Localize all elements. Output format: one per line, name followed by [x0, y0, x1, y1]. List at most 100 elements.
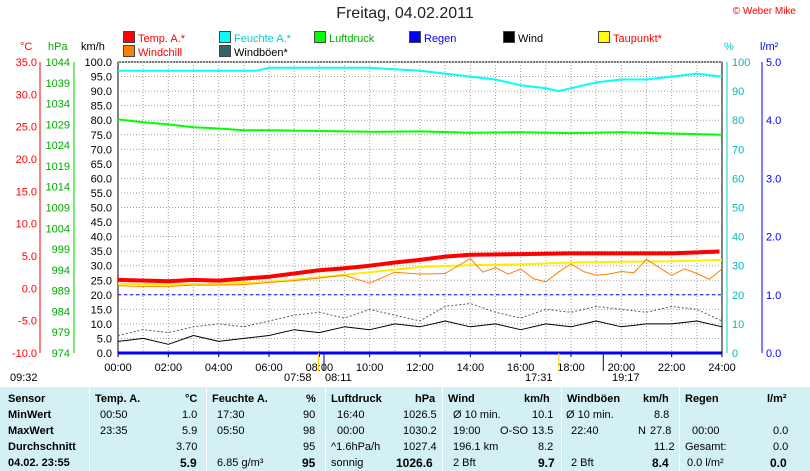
stats-cell: O-SO — [500, 425, 529, 437]
wind-tick-label: 80.0 — [91, 115, 112, 127]
wind-tick-label: 50.0 — [91, 203, 112, 215]
humidity-tick-label: 20 — [732, 290, 744, 302]
series-line-temp-a — [117, 249, 720, 284]
humidity-tick-label: 90 — [732, 86, 744, 98]
humidity-unit-label: % — [724, 41, 734, 53]
stats-cell: 0.0 l/m² — [687, 457, 724, 469]
pressure-tick-label: 1044 — [46, 57, 70, 69]
x-tick-label: 24:00 — [708, 362, 736, 374]
temp-tick-label: 0.0 — [22, 283, 37, 295]
rain-tick-label: 4.0 — [766, 115, 781, 127]
stats-header-rain-unit: l/m² — [767, 393, 787, 405]
stats-header-temp: Temp. A. — [95, 393, 141, 405]
pressure-tick-label: 1004 — [46, 223, 70, 235]
legend-humidity-label: Feuchte A.* — [234, 33, 291, 45]
stats-cell: 1027.4 — [403, 441, 437, 453]
stats-cell: 0.0 — [773, 441, 789, 453]
temp-tick-label: -5.0 — [18, 316, 37, 328]
moonrise-time: 08:11 — [325, 372, 352, 384]
temp-tick-label: 10.0 — [16, 219, 37, 231]
wind-tick-label: 75.0 — [91, 130, 112, 142]
x-tick-label: 14:00 — [457, 362, 485, 374]
stats-cell: 2 Bft — [571, 457, 594, 469]
sunset-time: 17:31 — [525, 372, 553, 384]
legend-rain-label: Regen — [424, 33, 457, 45]
stats-cell: ^1.6hPa/h — [331, 441, 381, 453]
stats-header-hum: Feuchte A. — [212, 393, 268, 405]
rain-tick-label: 1.0 — [766, 290, 781, 302]
wind-tick-label: 100.0 — [84, 57, 112, 69]
legend-humidity: Feuchte A.* — [219, 31, 291, 45]
stats-cell: 8.4 — [652, 456, 669, 470]
x-tick-label: 08:00 — [306, 362, 334, 374]
wind-tick-label: 25.0 — [91, 275, 112, 287]
x-tick-label: 18:00 — [557, 362, 585, 374]
legend-pressure-label: Luftdruck — [329, 33, 375, 45]
stats-divider — [325, 387, 326, 471]
credit-label: © Weber Mike — [732, 6, 796, 17]
stats-cell: sonnig — [331, 457, 364, 469]
stats-cell: 05:50 — [217, 425, 245, 437]
legend-temp: Temp. A.* — [123, 31, 185, 45]
legend-dewpoint: Taupunkt* — [598, 31, 662, 45]
legend-wind-label: Wind — [518, 33, 544, 45]
stats-cell: Ø 10 min. — [566, 409, 614, 421]
stats-cell: 00:00 — [337, 425, 365, 437]
stats-cell: 1030.2 — [403, 425, 437, 437]
stats-header-temp-unit: °C — [185, 393, 198, 405]
x-tick-label: 04:00 — [205, 362, 233, 374]
stats-header-wind: Wind — [448, 393, 475, 405]
stats-row-label: Durchschnitt — [8, 441, 76, 453]
wind-tick-label: 10.0 — [91, 319, 112, 331]
stats-cell: 9.7 — [538, 456, 555, 470]
stats-cell: 13.5 — [532, 425, 554, 437]
wind-tick-label: 45.0 — [91, 217, 112, 229]
series-line-windb-en — [117, 303, 723, 336]
stats-header-press: Luftdruck — [331, 393, 382, 405]
pressure-tick-label: 1024 — [46, 140, 70, 152]
rain-unit-label: l/m² — [760, 41, 779, 53]
humidity-tick-label: 80 — [732, 115, 744, 127]
x-tick-label: 02:00 — [155, 362, 183, 374]
stats-cell: 00:50 — [100, 409, 128, 421]
series-line-luftdruck — [117, 118, 723, 136]
temp-tick-label: 30.0 — [16, 89, 37, 101]
legend-dewpoint-swatch — [598, 31, 610, 43]
wind-tick-label: 60.0 — [91, 173, 112, 185]
stats-cell: 1026.6 — [396, 456, 433, 470]
x-tick-label: 22:00 — [658, 362, 686, 374]
temp-tick-label: 5.0 — [22, 251, 37, 263]
pressure-unit-label: hPa — [48, 41, 68, 53]
legend-pressure-swatch — [314, 31, 326, 43]
rain-tick-label: 5.0 — [766, 57, 781, 69]
stats-row-label: 04.02. 23:55 — [8, 457, 70, 469]
stats-cell: 196.1 km — [453, 441, 499, 453]
stats-cell: 0.0 — [773, 425, 789, 437]
stats-cell: Gesamt: — [685, 441, 727, 453]
legend-wind: Wind — [503, 31, 544, 45]
series-line-windchill — [117, 258, 723, 287]
humidity-tick-label: 40 — [732, 232, 744, 244]
stats-header-press-unit: hPa — [415, 393, 436, 405]
rain-tick-label: 3.0 — [766, 173, 781, 185]
legend-temp-swatch — [123, 31, 135, 43]
legend-humidity-swatch — [219, 31, 231, 43]
humidity-tick-label: 50 — [732, 203, 744, 215]
legend-windchill-swatch — [123, 45, 135, 57]
pressure-tick-label: 989 — [52, 286, 70, 298]
wind-tick-label: 65.0 — [91, 159, 112, 171]
legend-gusts-label: Windböen* — [234, 47, 288, 59]
humidity-tick-label: 100 — [732, 57, 750, 69]
stats-cell: 8.2 — [538, 441, 554, 453]
wind-tick-label: 70.0 — [91, 144, 112, 156]
wind-tick-label: 35.0 — [91, 246, 112, 258]
stats-header-sensor: Sensor — [8, 393, 46, 405]
x-tick-label: 10:00 — [356, 362, 384, 374]
x-tick-label: 16:00 — [507, 362, 535, 374]
legend-gusts: Windböen* — [219, 45, 288, 59]
wind-unit-label: km/h — [81, 41, 105, 53]
temp-tick-label: 15.0 — [16, 186, 37, 198]
stats-cell: 6.85 g/m³ — [217, 457, 264, 469]
stats-divider — [561, 387, 562, 471]
stats-cell: 5.9 — [180, 456, 197, 470]
